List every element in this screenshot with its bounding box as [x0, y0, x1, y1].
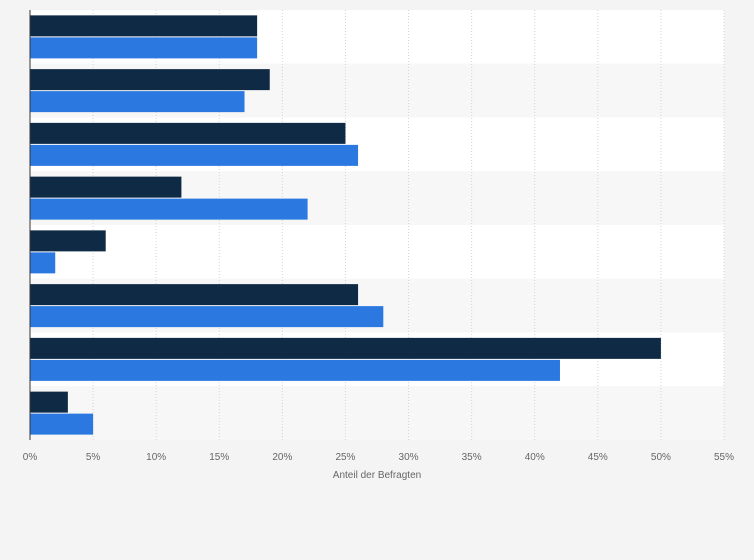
x-tick-label: 15% [209, 452, 229, 463]
bar [30, 284, 359, 306]
row-band [30, 386, 724, 440]
x-tick-label: 10% [146, 452, 166, 463]
row-bands [30, 10, 724, 440]
bars [30, 15, 661, 435]
bar [30, 252, 56, 274]
bar [30, 306, 384, 328]
x-tick-label: 20% [272, 452, 292, 463]
x-axis-label: Anteil der Befragten [333, 470, 421, 481]
x-tick-label: 40% [525, 452, 545, 463]
x-axis-tick-labels: 0% 5% 10% 15% 20% 25% 30% 35% 40% 45% 50% 55% [23, 452, 734, 463]
x-tick-label: 25% [335, 452, 355, 463]
x-tick-label: 55% [714, 452, 734, 463]
bar [30, 230, 106, 252]
bar [30, 69, 270, 91]
x-tick-label: 30% [399, 452, 419, 463]
bar [30, 176, 182, 198]
bar [30, 198, 308, 220]
bar [30, 413, 94, 435]
bar [30, 391, 68, 413]
bar [30, 37, 258, 59]
bar [30, 122, 346, 144]
x-tick-label: 35% [462, 452, 482, 463]
row-band [30, 225, 724, 279]
bar [30, 91, 245, 113]
bar [30, 15, 258, 37]
bar [30, 337, 661, 359]
bar [30, 359, 560, 381]
x-tick-label: 45% [588, 452, 608, 463]
bar [30, 144, 359, 166]
x-tick-label: 5% [86, 452, 101, 463]
x-tick-label: 50% [651, 452, 671, 463]
x-tick-label: 0% [23, 452, 38, 463]
